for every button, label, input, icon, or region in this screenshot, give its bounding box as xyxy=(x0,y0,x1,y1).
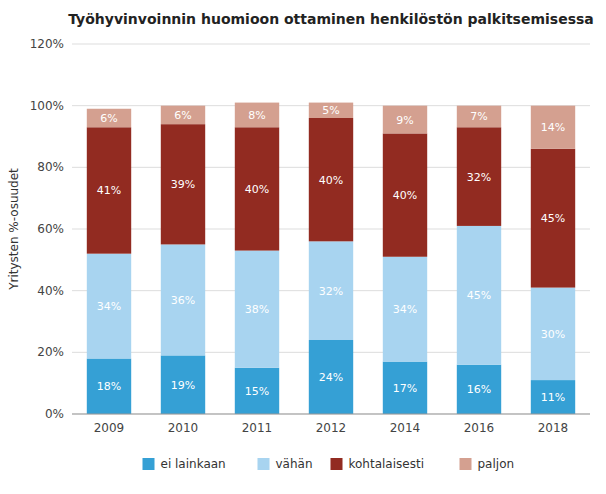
data-label: 40% xyxy=(319,174,343,187)
data-label: 16% xyxy=(467,383,491,396)
legend-swatch xyxy=(331,458,343,470)
x-tick-label: 2014 xyxy=(390,421,421,435)
data-label: 45% xyxy=(541,212,565,225)
legend-label: paljon xyxy=(478,457,515,471)
legend-swatch xyxy=(143,458,155,470)
data-label: 40% xyxy=(245,183,269,196)
data-label: 11% xyxy=(541,391,565,404)
bar-segment xyxy=(235,368,279,414)
y-tick-label: 100% xyxy=(30,99,64,113)
bar-segment xyxy=(309,340,353,414)
legend-label: ei lainkaan xyxy=(161,457,226,471)
data-label: 5% xyxy=(322,104,339,117)
bar-segment xyxy=(309,103,353,118)
bar-segment xyxy=(457,365,501,414)
data-label: 6% xyxy=(100,112,117,125)
data-label: 38% xyxy=(245,303,269,316)
data-label: 9% xyxy=(396,114,413,127)
bar-segment xyxy=(531,380,575,414)
x-tick-label: 2009 xyxy=(94,421,125,435)
data-label: 36% xyxy=(171,294,195,307)
data-label: 19% xyxy=(171,379,195,392)
data-label: 34% xyxy=(393,303,417,316)
data-label: 18% xyxy=(97,380,121,393)
bar-segment xyxy=(383,106,427,134)
x-tick-label: 2011 xyxy=(242,421,273,435)
bars xyxy=(87,103,575,414)
bar-segment xyxy=(531,106,575,149)
bar-segment xyxy=(383,257,427,362)
bar-segment xyxy=(87,109,131,128)
data-label: 39% xyxy=(171,178,195,191)
bar-segment xyxy=(87,127,131,253)
legend-label: vähän xyxy=(276,457,313,471)
data-label: 30% xyxy=(541,328,565,341)
x-tick-label: 2010 xyxy=(168,421,199,435)
bar-segment xyxy=(457,106,501,128)
data-label: 8% xyxy=(248,109,265,122)
grid-line xyxy=(72,44,590,45)
y-tick-label: 20% xyxy=(37,345,64,359)
data-label: 15% xyxy=(245,385,269,398)
background xyxy=(0,0,606,494)
data-labels: 18% 19% 15% 24% 17% 16% 11% 34% 36% 38% 32% 34% 45% 3… xyxy=(97,104,565,404)
bar-segment xyxy=(161,244,205,355)
data-label: 45% xyxy=(467,289,491,302)
bar-segment xyxy=(235,127,279,250)
data-label: 32% xyxy=(319,285,343,298)
bar-segment xyxy=(531,149,575,288)
data-label: 6% xyxy=(174,109,191,122)
chart: Työhyvinvoinnin huomioon ottaminen henki… xyxy=(0,0,606,494)
x-tick-label: 2012 xyxy=(316,421,347,435)
x-axis-line xyxy=(72,414,590,415)
data-label: 24% xyxy=(319,371,343,384)
legend-swatch xyxy=(460,458,472,470)
bar-segment xyxy=(383,362,427,414)
bar-segment xyxy=(161,124,205,244)
legend-swatch xyxy=(258,458,270,470)
y-axis-label: Yritysten %-osuudet xyxy=(7,168,21,291)
data-label: 34% xyxy=(97,300,121,313)
y-tick-label: 60% xyxy=(37,222,64,236)
y-tick-label: 80% xyxy=(37,160,64,174)
bar-segment xyxy=(235,251,279,368)
bar-segment xyxy=(87,359,131,415)
y-tick-label: 40% xyxy=(37,284,64,298)
data-label: 40% xyxy=(393,189,417,202)
bar-segment xyxy=(87,254,131,359)
data-label: 17% xyxy=(393,382,417,395)
data-label: 41% xyxy=(97,184,121,197)
data-label: 14% xyxy=(541,121,565,134)
bar-segment xyxy=(309,241,353,340)
x-tick-label: 2016 xyxy=(464,421,495,435)
bar-segment xyxy=(309,118,353,241)
title: Työhyvinvoinnin huomioon ottaminen henki… xyxy=(68,11,594,27)
grid xyxy=(72,44,590,414)
data-label: 7% xyxy=(470,110,487,123)
legend: ei lainkaan vähän kohtalaisesti paljon xyxy=(143,457,515,471)
bar-segment xyxy=(235,103,279,128)
bar-segment xyxy=(457,127,501,226)
bar-segment xyxy=(161,106,205,125)
bar-segment xyxy=(457,226,501,365)
y-tick-label: 0% xyxy=(45,407,64,421)
data-label: 32% xyxy=(467,171,491,184)
legend-label: kohtalaisesti xyxy=(349,457,424,471)
y-tick-label: 120% xyxy=(30,37,64,51)
x-tick-label: 2018 xyxy=(538,421,569,435)
bar-segment xyxy=(161,355,205,414)
bar-segment xyxy=(531,288,575,381)
grid-line xyxy=(72,414,590,415)
bar-segment xyxy=(383,133,427,256)
